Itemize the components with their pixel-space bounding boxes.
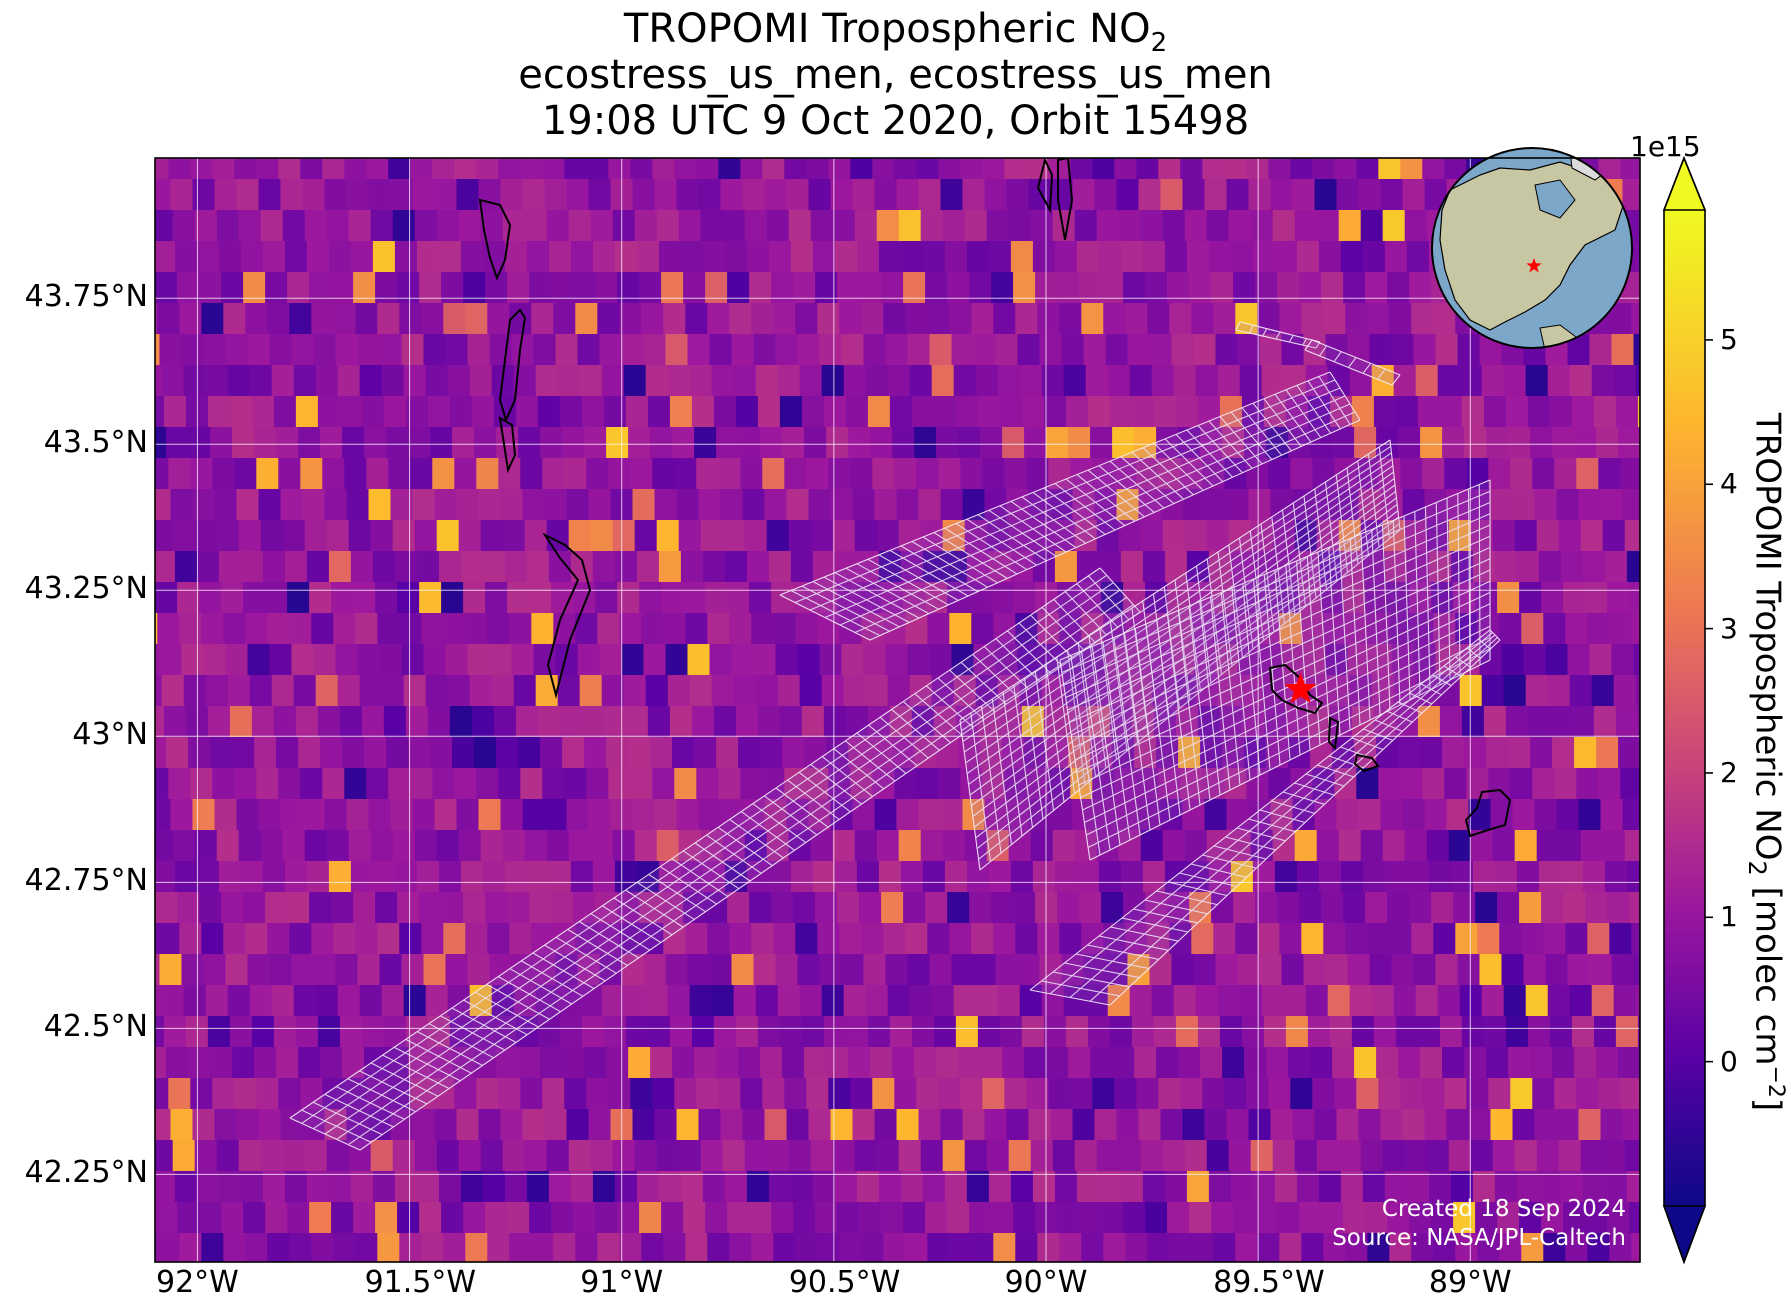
colorbar-gradient <box>1664 210 1705 1206</box>
colorbar-outline <box>1663 155 1706 1265</box>
lake-outline <box>1327 716 1340 751</box>
lake-mendota-outline <box>1268 663 1324 715</box>
swath-grid <box>779 371 1361 641</box>
lat-tick-label: 43.25°N <box>24 571 148 607</box>
colorbar-axis-label: TROPOMI Tropospheric NO2 [molec cm−2] <box>1743 413 1788 1111</box>
colorbar <box>1662 155 1713 1265</box>
title-subscript: 2 <box>1150 28 1168 58</box>
swath-grid <box>1029 629 1501 1006</box>
colorbar-offset-label: 1e15 <box>1630 130 1701 163</box>
colorbar-label-main: TROPOMI Tropospheric NO <box>1747 412 1788 861</box>
graticule <box>155 158 1640 1262</box>
river-outline <box>498 416 517 474</box>
lon-tick-label: 90°W <box>1004 1265 1088 1300</box>
lat-tick-label: 43.75°N <box>24 279 148 315</box>
colorbar-extend-min <box>1662 1205 1707 1265</box>
swath-fill <box>1236 322 1320 348</box>
swath-fill <box>1030 630 1500 1005</box>
source-note: Source: NASA/JPL-Caltech <box>1332 1225 1626 1251</box>
chart-title-line-1: TROPOMI Tropospheric NO2 <box>0 6 1791 66</box>
swath-fill <box>1305 340 1400 385</box>
title-main: TROPOMI Tropospheric NO <box>623 6 1151 52</box>
lake-outline <box>478 198 512 281</box>
colorbar-tick-marks <box>1705 339 1713 1063</box>
inset-globe <box>1431 147 1633 349</box>
ecostress-swath-overlay <box>289 321 1501 1151</box>
site-star-marker <box>1284 672 1317 704</box>
colorbar-tick-label: 4 <box>1720 467 1738 501</box>
lat-tick-label: 43.5°N <box>43 425 148 461</box>
swath-grid <box>1235 321 1321 349</box>
globe-land-north-america <box>1439 161 1626 331</box>
colorbar-extend-max <box>1662 155 1707 211</box>
colorbar-tick-label: 0 <box>1720 1044 1738 1078</box>
chart-title-line-2: ecostress_us_men, ecostress_us_men <box>518 52 1273 98</box>
swath-grid <box>1059 479 1491 861</box>
swath-grid <box>1304 339 1401 386</box>
colorbar-label-exponent: −2 <box>1763 1065 1788 1098</box>
river-outline <box>498 308 527 423</box>
water-outlines <box>478 158 1512 838</box>
swath-fill <box>290 568 1140 1150</box>
chart-title-line-3: 19:08 UTC 9 Oct 2020, Orbit 15498 <box>541 98 1250 144</box>
lake-outline <box>1353 753 1380 773</box>
globe-hudson-bay <box>1534 179 1576 219</box>
swath-grid <box>289 567 1141 1151</box>
river-outline <box>542 532 592 699</box>
colorbar-tick-label: 1 <box>1720 900 1738 934</box>
colorbar-tick-label: 2 <box>1720 755 1738 789</box>
colorbar-label-unit: [molec cm <box>1747 875 1788 1066</box>
lat-tick-label: 42.75°N <box>24 863 148 899</box>
lon-tick-label: 90.5°W <box>788 1265 901 1300</box>
swath-fill <box>1060 480 1490 860</box>
created-note: Created 18 Sep 2024 <box>1381 1196 1626 1222</box>
lon-tick-label: 89°W <box>1428 1265 1512 1300</box>
swath-fill <box>780 372 1360 640</box>
globe-site-marker <box>1526 258 1542 273</box>
colorbar-tick-label: 5 <box>1720 322 1738 356</box>
lat-tick-label: 43°N <box>72 717 148 753</box>
swath-fill <box>960 440 1400 870</box>
lake-koshkonong-outline <box>1464 788 1512 838</box>
globe-outline <box>1431 147 1633 349</box>
colorbar-label-sub: 2 <box>1742 860 1771 876</box>
colorbar-tick-label: 3 <box>1720 611 1738 645</box>
lat-tick-label: 42.25°N <box>24 1155 148 1191</box>
lon-tick-label: 91°W <box>580 1265 664 1300</box>
lon-tick-label: 91.5°W <box>364 1265 477 1300</box>
lat-tick-label: 42.5°N <box>43 1009 148 1045</box>
colorbar-label-close: ] <box>1747 1097 1788 1112</box>
lon-tick-label: 92°W <box>156 1265 239 1300</box>
map-frame <box>154 157 1641 1263</box>
lon-tick-label: 89.5°W <box>1213 1265 1325 1300</box>
